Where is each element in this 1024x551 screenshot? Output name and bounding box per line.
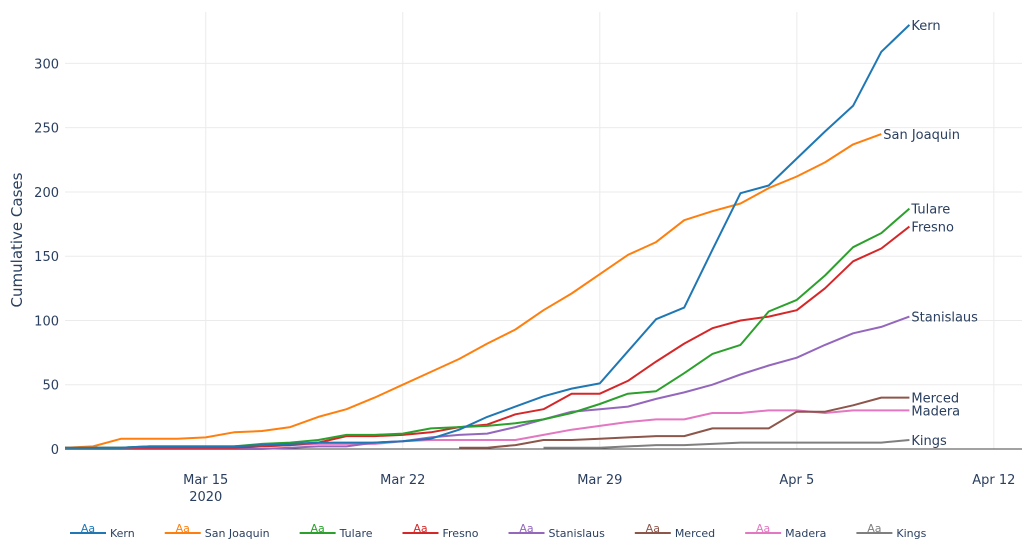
legend-label: Stanislaus xyxy=(549,527,606,540)
legend-item-fresno[interactable]: Aa Fresno xyxy=(402,522,479,540)
x-tick-label: Mar 29 xyxy=(577,473,622,488)
legend-label: Fresno xyxy=(443,527,479,540)
legend-swatch-text: Aa xyxy=(867,522,881,535)
y-tick-label: 0 xyxy=(51,443,59,458)
legend-swatch-text: Aa xyxy=(519,522,533,535)
legend-swatch-text: Aa xyxy=(310,522,324,535)
axis-layer: 0 50 100 150 200 250 300 Mar 15 2020 Mar 22 Mar 29… xyxy=(34,57,1022,505)
legend-item-san-joaquin[interactable]: Aa San Joaquin xyxy=(164,522,270,540)
x-tick-sublabel: 2020 xyxy=(189,490,222,505)
end-label-kern: Kern xyxy=(911,19,940,34)
y-tick-label: 200 xyxy=(34,186,59,201)
legend-label: San Joaquin xyxy=(205,527,270,540)
x-tick-label: Mar 22 xyxy=(380,473,425,488)
x-tick-label: Apr 5 xyxy=(779,473,814,488)
series-line-kings[interactable] xyxy=(543,439,910,449)
end-label-merced: Merced xyxy=(911,392,959,407)
legend-swatch-text: Aa xyxy=(413,522,427,535)
series-line-kern[interactable] xyxy=(65,24,911,449)
legend-label: Tulare xyxy=(339,527,373,540)
series-line-tulare[interactable] xyxy=(65,207,911,449)
legend-label: Kings xyxy=(896,527,926,540)
legend-item-tulare[interactable]: Aa Tulare xyxy=(299,522,373,540)
legend[interactable]: Aa Kern Aa San Joaquin Aa Tulare Aa Fresno Aa Sta… xyxy=(70,522,927,540)
series-layer xyxy=(64,24,911,450)
legend-swatch-text: Aa xyxy=(176,522,190,535)
y-tick-label: 50 xyxy=(42,379,59,394)
y-tick-label: 100 xyxy=(34,314,59,329)
grid-layer xyxy=(65,12,1022,449)
legend-swatch-text: Aa xyxy=(646,522,660,535)
y-tick-label: 150 xyxy=(34,250,59,265)
legend-label: Madera xyxy=(785,527,826,540)
legend-label: Merced xyxy=(675,527,715,540)
legend-item-madera[interactable]: Aa Madera xyxy=(745,522,826,540)
y-tick-label: 300 xyxy=(34,57,59,72)
legend-label: Kern xyxy=(110,527,135,540)
end-label-layer: Kern San Joaquin Tulare Fresno Stanislaus Mer… xyxy=(883,19,978,449)
end-label-madera: Madera xyxy=(911,404,960,419)
end-label-tulare: Tulare xyxy=(910,203,950,218)
legend-item-kings[interactable]: Aa Kings xyxy=(856,522,927,540)
x-tick-label: Mar 15 xyxy=(183,473,228,488)
y-axis-title: Cumulative Cases xyxy=(8,172,26,307)
series-line-san-joaquin[interactable] xyxy=(64,133,882,449)
end-label-fresno: Fresno xyxy=(911,221,954,236)
series-line-fresno[interactable] xyxy=(65,225,911,449)
series-line-stanislaus[interactable] xyxy=(65,315,910,450)
y-tick-label: 250 xyxy=(34,122,59,137)
end-label-kings: Kings xyxy=(911,434,947,449)
legend-item-merced[interactable]: Aa Merced xyxy=(634,522,715,540)
series-line-merced[interactable] xyxy=(459,396,910,449)
end-label-san-joaquin: San Joaquin xyxy=(883,128,960,143)
end-label-stanislaus: Stanislaus xyxy=(911,311,978,326)
legend-item-kern[interactable]: Aa Kern xyxy=(70,522,135,540)
x-tick-label: Apr 12 xyxy=(972,473,1015,488)
legend-swatch-text: Aa xyxy=(81,522,95,535)
legend-item-stanislaus[interactable]: Aa Stanislaus xyxy=(508,522,606,540)
legend-swatch-text: Aa xyxy=(756,522,770,535)
